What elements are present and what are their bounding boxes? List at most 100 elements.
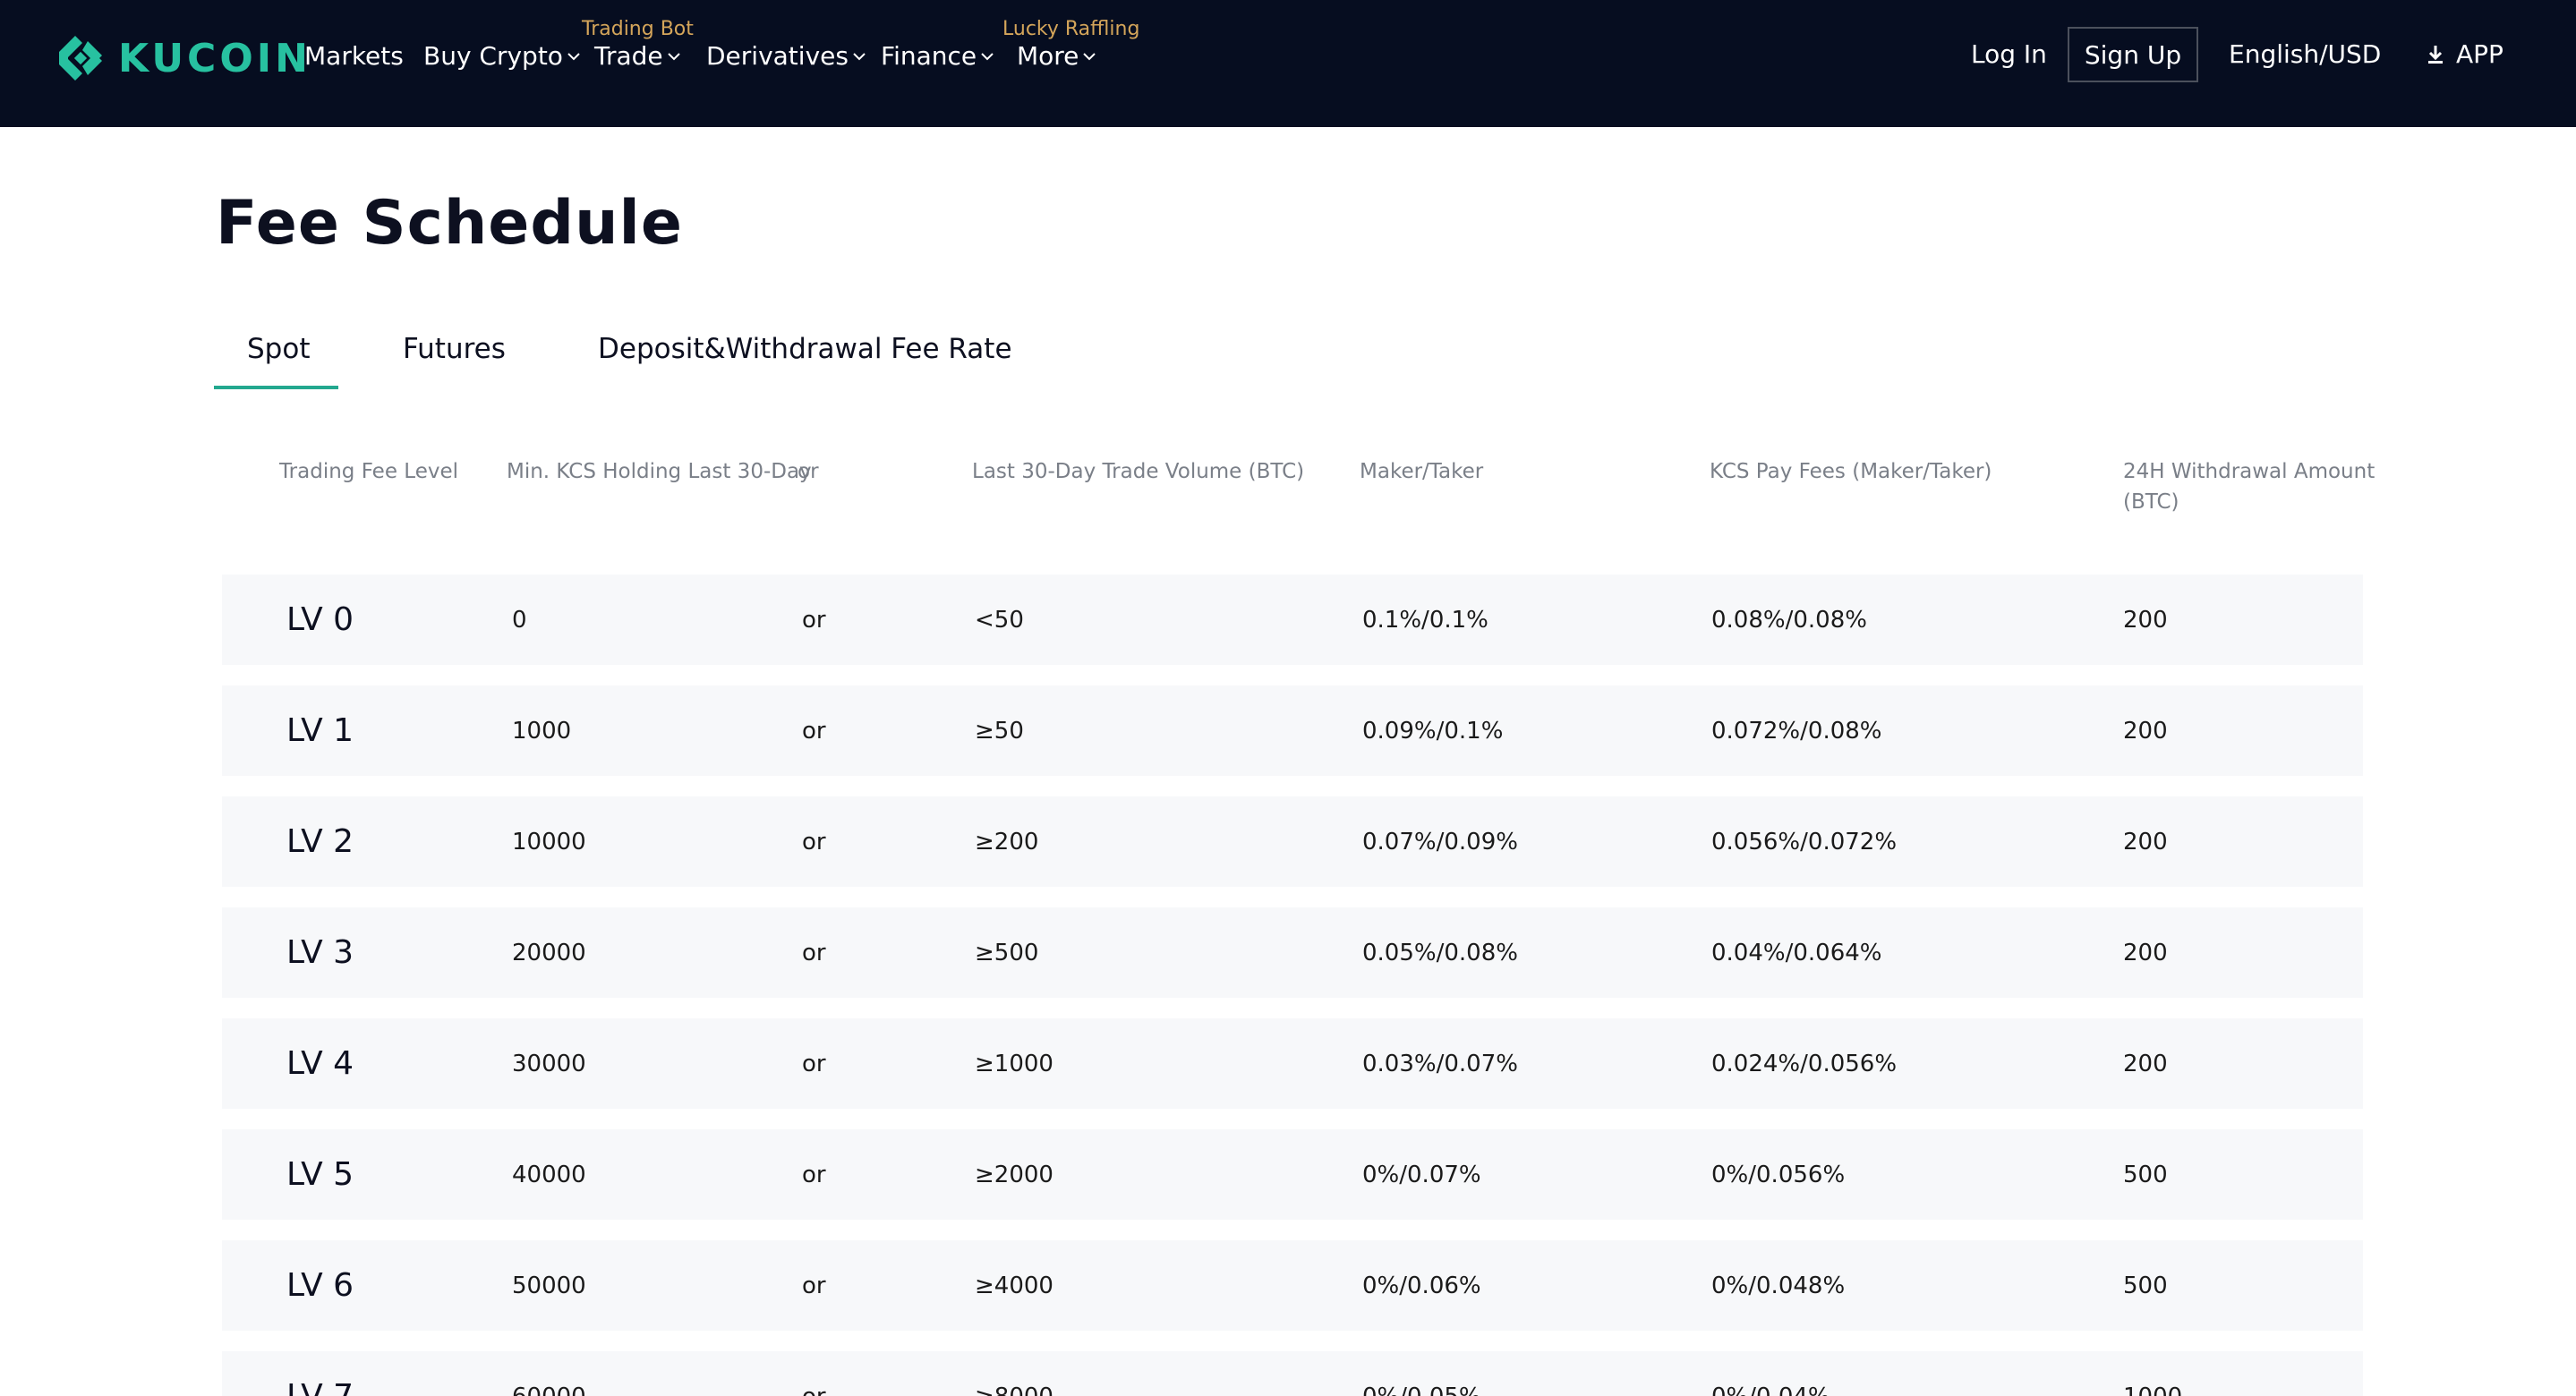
volume-cell: ≥50 — [975, 717, 1024, 745]
or-cell: or — [802, 1161, 826, 1188]
kucoin-logo[interactable]: KUCOIN — [55, 32, 311, 84]
header-withdrawal-amount: 24H Withdrawal Amount (BTC) — [2123, 456, 2375, 517]
maker-taker-cell: 0.05%/0.08% — [1362, 939, 1518, 966]
withdrawal-cell: 200 — [2123, 828, 2168, 855]
level-cell: LV 1 — [286, 712, 354, 749]
level-cell: LV 6 — [286, 1267, 354, 1304]
nav-more[interactable]: More — [1017, 41, 1096, 71]
kcs-pay-cell: 0.072%/0.08% — [1711, 717, 1882, 745]
header-kcs-pay-fees: KCS Pay Fees (Maker/Taker) — [1710, 460, 1992, 483]
nav-markets-label: Markets — [304, 41, 404, 71]
maker-taker-cell: 0%/0.06% — [1362, 1272, 1481, 1299]
maker-taker-cell: 0.1%/0.1% — [1362, 606, 1488, 634]
download-icon — [2428, 45, 2443, 64]
level-cell: LV 4 — [286, 1045, 354, 1082]
top-navbar: KUCOIN Markets Buy Crypto Trading Bot Tr… — [0, 0, 2576, 127]
nav-finance[interactable]: Finance — [881, 41, 994, 71]
volume-cell: ≥1000 — [975, 1050, 1053, 1077]
volume-cell: ≥500 — [975, 939, 1039, 966]
header-min-kcs-holding: Min. KCS Holding Last 30-Day — [507, 460, 812, 483]
level-cell: LV 7 — [286, 1351, 354, 1396]
language-currency-selector[interactable]: English/USD — [2229, 39, 2382, 69]
kcs-holding-cell: 50000 — [512, 1272, 586, 1299]
volume-cell: <50 — [975, 606, 1024, 634]
withdrawal-cell: 200 — [2123, 1050, 2168, 1077]
volume-cell: ≥4000 — [975, 1272, 1053, 1299]
level-cell: LV 5 — [286, 1156, 354, 1193]
signup-button[interactable]: Sign Up — [2068, 27, 2198, 82]
login-button[interactable]: Log In — [1971, 39, 2047, 69]
withdrawal-cell: 200 — [2123, 606, 2168, 634]
or-cell: or — [802, 1351, 826, 1396]
maker-taker-cell: 0.03%/0.07% — [1362, 1050, 1518, 1077]
table-row: LV 1 1000 or ≥50 0.09%/0.1% 0.072%/0.08%… — [222, 685, 2363, 776]
tab-futures[interactable]: Futures — [403, 333, 506, 365]
nav-trade[interactable]: Trade — [594, 41, 681, 71]
table-row: LV 3 20000 or ≥500 0.05%/0.08% 0.04%/0.0… — [222, 907, 2363, 998]
kcs-holding-cell: 10000 — [512, 828, 586, 855]
chevron-down-icon — [567, 52, 580, 60]
kcs-holding-cell: 60000 — [512, 1351, 586, 1396]
chevron-down-icon — [853, 52, 866, 60]
table-row: LV 0 0 or <50 0.1%/0.1% 0.08%/0.08% 200 — [222, 575, 2363, 665]
chevron-down-icon — [667, 52, 680, 60]
kcs-holding-cell: 0 — [512, 606, 527, 634]
withdrawal-cell: 1000 — [2123, 1351, 2182, 1396]
nav-derivatives-label: Derivatives — [706, 41, 849, 71]
kcs-pay-cell: 0%/0.04% — [1711, 1351, 1830, 1396]
active-tab-indicator — [214, 386, 338, 389]
header-maker-taker: Maker/Taker — [1360, 460, 1484, 483]
level-cell: LV 2 — [286, 823, 354, 860]
kcs-pay-cell: 0.08%/0.08% — [1711, 606, 1867, 634]
kcs-holding-cell: 40000 — [512, 1161, 586, 1188]
or-cell: or — [802, 1050, 826, 1077]
lucky-raffling-tag[interactable]: Lucky Raffling — [1002, 18, 1140, 40]
app-label: APP — [2456, 39, 2503, 69]
kcs-pay-cell: 0.056%/0.072% — [1711, 828, 1898, 855]
chevron-down-icon — [981, 52, 994, 60]
level-cell: LV 0 — [286, 601, 354, 638]
brand-name: KUCOIN — [118, 35, 311, 81]
table-row: LV 7 60000 or ≥8000 0%/0.05% 0%/0.04% 10… — [222, 1351, 2363, 1396]
kucoin-logo-icon — [59, 36, 102, 81]
table-row: LV 5 40000 or ≥2000 0%/0.07% 0%/0.056% 5… — [222, 1129, 2363, 1220]
kcs-holding-cell: 30000 — [512, 1050, 586, 1077]
nav-trade-label: Trade — [594, 41, 663, 71]
nav-markets[interactable]: Markets — [304, 41, 404, 71]
header-trade-volume: Last 30-Day Trade Volume (BTC) — [972, 460, 1305, 483]
level-cell: LV 3 — [286, 934, 354, 971]
signup-label: Sign Up — [2084, 39, 2182, 70]
kcs-holding-cell: 20000 — [512, 939, 586, 966]
app-download-button[interactable]: APP — [2426, 39, 2503, 69]
or-cell: or — [802, 828, 826, 855]
maker-taker-cell: 0.09%/0.1% — [1362, 717, 1504, 745]
table-row: LV 6 50000 or ≥4000 0%/0.06% 0%/0.048% 5… — [222, 1240, 2363, 1331]
tab-deposit-withdrawal[interactable]: Deposit&Withdrawal Fee Rate — [598, 333, 1012, 365]
withdrawal-cell: 500 — [2123, 1161, 2168, 1188]
nav-buy-crypto[interactable]: Buy Crypto — [423, 41, 581, 71]
kcs-holding-cell: 1000 — [512, 717, 572, 745]
tab-spot[interactable]: Spot — [247, 333, 311, 365]
header-withdrawal-line1: 24H Withdrawal Amount — [2123, 460, 2376, 483]
chevron-down-icon — [1083, 52, 1096, 60]
maker-taker-cell: 0%/0.05% — [1362, 1351, 1481, 1396]
nav-derivatives[interactable]: Derivatives — [706, 41, 866, 71]
maker-taker-cell: 0.07%/0.09% — [1362, 828, 1518, 855]
maker-taker-cell: 0%/0.07% — [1362, 1161, 1481, 1188]
withdrawal-cell: 500 — [2123, 1272, 2168, 1299]
table-row: LV 2 10000 or ≥200 0.07%/0.09% 0.056%/0.… — [222, 796, 2363, 887]
volume-cell: ≥200 — [975, 828, 1039, 855]
withdrawal-cell: 200 — [2123, 717, 2168, 745]
kcs-pay-cell: 0.024%/0.056% — [1711, 1050, 1898, 1077]
volume-cell: ≥8000 — [975, 1351, 1053, 1396]
or-cell: or — [802, 939, 826, 966]
page-title: Fee Schedule — [216, 188, 683, 259]
header-withdrawal-line2: (BTC) — [2123, 490, 2179, 514]
kcs-pay-cell: 0.04%/0.064% — [1711, 939, 1882, 966]
trading-bot-tag[interactable]: Trading Bot — [582, 18, 694, 40]
kcs-pay-cell: 0%/0.048% — [1711, 1272, 1846, 1299]
nav-more-label: More — [1017, 41, 1079, 71]
volume-cell: ≥2000 — [975, 1161, 1053, 1188]
nav-buy-crypto-label: Buy Crypto — [423, 41, 563, 71]
header-or: or — [798, 460, 819, 483]
